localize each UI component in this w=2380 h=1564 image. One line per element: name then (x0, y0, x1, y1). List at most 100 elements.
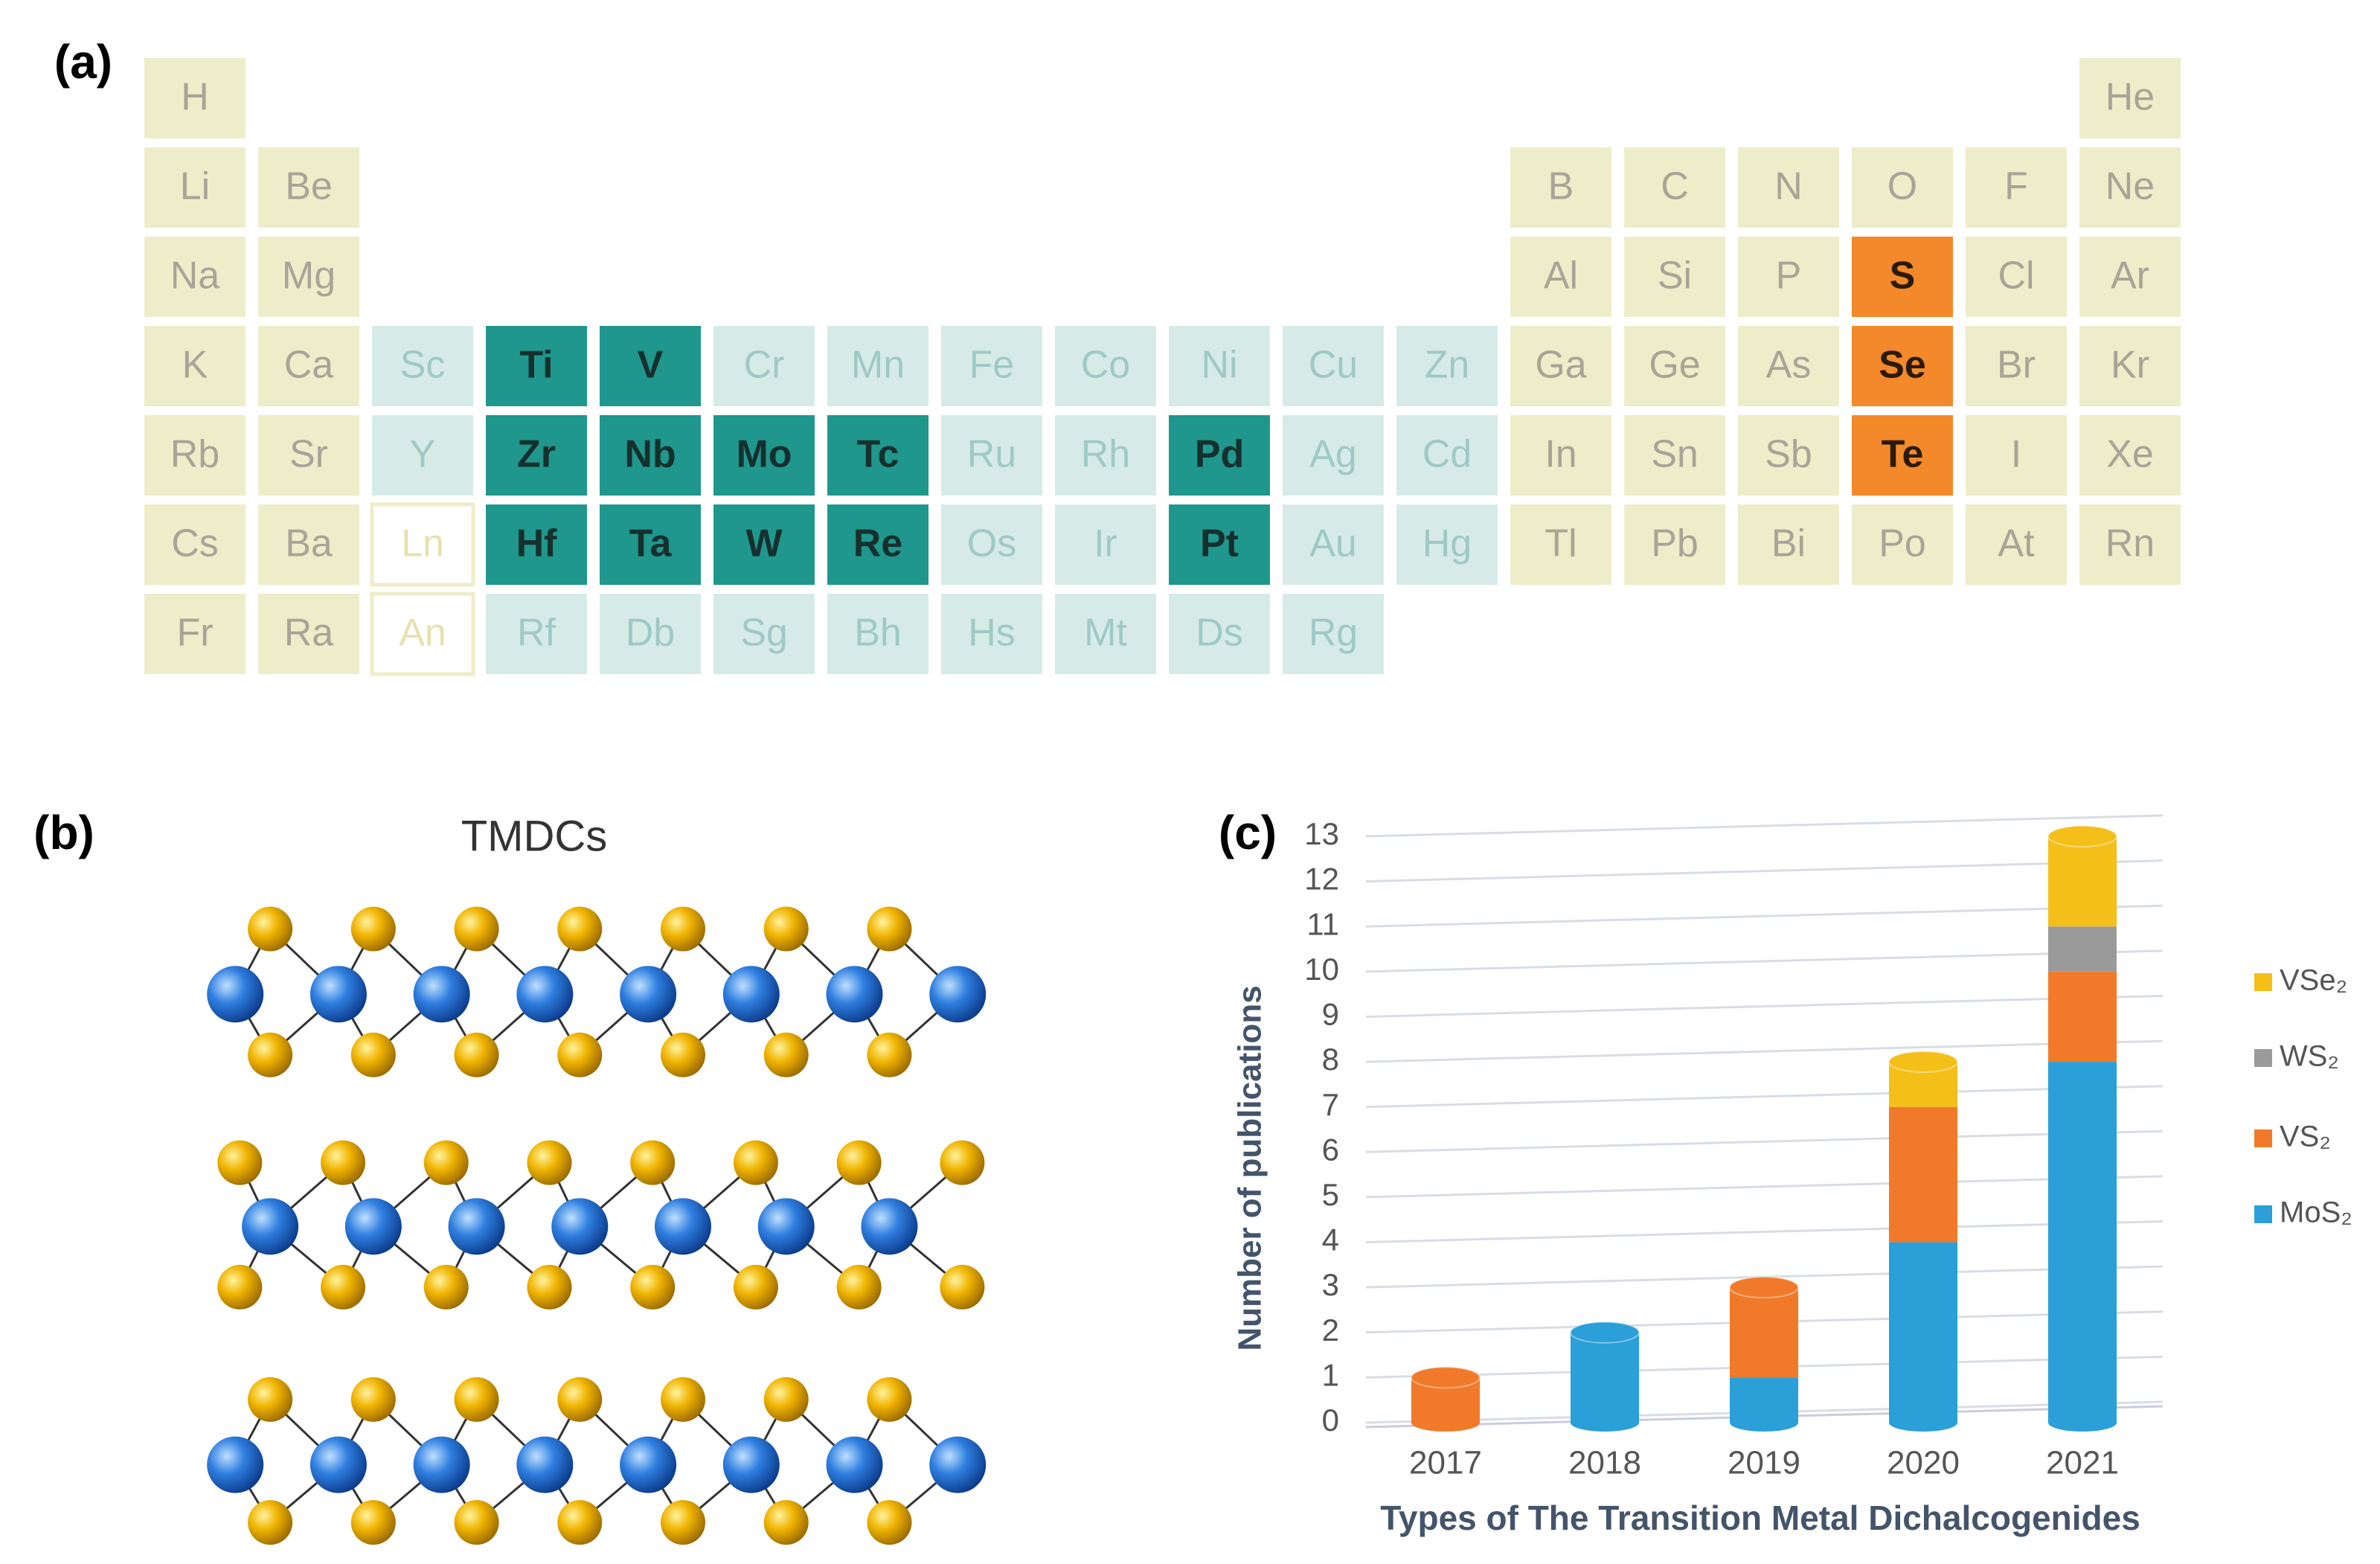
element-symbol: Cs (171, 522, 219, 565)
element-cell (600, 326, 701, 406)
element-symbol: Hs (968, 612, 1016, 655)
grid-line (1365, 1220, 2164, 1244)
element-symbol: Rn (2105, 522, 2155, 565)
metal-atom (516, 966, 574, 1023)
element-cell (1396, 504, 1498, 585)
metal-atom (344, 1198, 402, 1255)
element-cell (1966, 504, 2067, 585)
element-symbol: Re (853, 522, 902, 565)
element-symbol: Ir (1094, 522, 1117, 565)
element-cell (1510, 237, 1611, 317)
chalcogen-atom (940, 1264, 985, 1310)
bar-segment (2048, 836, 2117, 927)
chalcogen-atom (557, 906, 603, 952)
element-symbol: Ag (1309, 433, 1357, 476)
element-symbol: Te (1882, 433, 1924, 476)
element-symbol: Db (626, 612, 675, 655)
chalcogen-atom (350, 906, 396, 952)
legend-swatch (2254, 1129, 2272, 1147)
chalcogen-atom (867, 1032, 912, 1077)
chalcogen-atom (661, 906, 705, 952)
element-cell (1510, 415, 1611, 496)
element-symbol: Ni (1201, 344, 1237, 387)
chalcogen-atom (661, 1376, 705, 1422)
element-symbol: F (2004, 165, 2028, 208)
chalcogen-atom (763, 906, 809, 952)
chalcogen-atom (733, 1140, 778, 1185)
legend-label: VSe₂ (2280, 964, 2347, 997)
element-symbol: An (399, 612, 446, 655)
element-symbol: Hg (1422, 522, 1472, 565)
element-cell (144, 415, 246, 496)
element-symbol: Bi (1771, 522, 1806, 565)
chalcogen-atom (217, 1140, 263, 1185)
element-symbol: Mn (851, 344, 905, 387)
element-symbol: Kr (2111, 344, 2149, 387)
metal-atom (309, 1436, 367, 1493)
element-cell (2079, 147, 2181, 228)
element-symbol: Al (1544, 254, 1578, 298)
y-axis-label: Number of publications (1232, 985, 1268, 1350)
chalcogen-atom (321, 1140, 366, 1185)
chalcogen-atom (557, 1032, 603, 1077)
element-symbol: As (1766, 344, 1812, 387)
element-cell (486, 504, 587, 585)
x-tick-label: 2019 (1728, 1445, 1800, 1481)
metal-atom (757, 1198, 815, 1255)
element-cell (1169, 594, 1270, 674)
element-symbol: Sb (1765, 433, 1812, 476)
element-cell (2079, 504, 2181, 585)
element-symbol: P (1776, 254, 1802, 298)
grid-line (1365, 859, 2164, 883)
element-symbol: H (181, 76, 209, 119)
chalcogen-atom (867, 906, 912, 952)
y-tick-label: 7 (1322, 1087, 1339, 1122)
element-cell (941, 326, 1042, 406)
element-symbol: B (1548, 165, 1574, 208)
chalcogen-atom (423, 1264, 469, 1310)
element-symbol: Pb (1651, 522, 1699, 565)
element-cell (258, 147, 359, 228)
element-symbol: Sr (289, 433, 328, 476)
element-cell (1966, 147, 2067, 228)
grid-line (1365, 1265, 2164, 1289)
bar-cap (1570, 1321, 1640, 1344)
element-symbol: Cl (1998, 254, 2034, 298)
chalcogen-atom (867, 1500, 912, 1545)
element-cell (1396, 415, 1498, 496)
chalcogen-atom (217, 1264, 263, 1310)
legend-swatch (2254, 1205, 2272, 1223)
element-symbol: Ru (967, 433, 1016, 476)
element-symbol: Ba (285, 522, 333, 565)
element-symbol: Na (170, 254, 220, 298)
element-symbol: Ca (284, 344, 334, 387)
bar-cap (1411, 1366, 1481, 1389)
element-symbol: Mo (736, 433, 792, 476)
metal-atom (655, 1198, 711, 1255)
element-symbol: W (745, 522, 783, 565)
element-symbol: K (182, 344, 208, 387)
element-cell (827, 594, 928, 674)
element-symbol: Ar (2111, 254, 2149, 298)
metal-atom (929, 966, 987, 1023)
bar-cap (1888, 1051, 1958, 1074)
element-cell (1624, 326, 1725, 406)
element-cell (370, 592, 475, 676)
bar-segment (1889, 1106, 1957, 1243)
element-cell (258, 415, 359, 496)
element-symbol: Ds (1196, 612, 1243, 655)
chalcogen-atom (557, 1500, 603, 1545)
x-tick-label: 2021 (2046, 1445, 2119, 1481)
element-cell (1169, 415, 1270, 496)
element-symbol: Os (967, 522, 1016, 565)
element-symbol: Y (410, 433, 436, 476)
element-symbol: Ra (284, 612, 334, 655)
element-symbol: Hf (516, 522, 558, 565)
y-tick-label: 2 (1322, 1313, 1339, 1347)
y-tick-label: 8 (1322, 1042, 1339, 1077)
chalcogen-atom (763, 1500, 809, 1545)
element-cell (2079, 415, 2181, 496)
y-tick-label: 3 (1322, 1267, 1339, 1302)
legend-label: VS₂ (2280, 1121, 2331, 1153)
metal-atom (207, 966, 264, 1023)
